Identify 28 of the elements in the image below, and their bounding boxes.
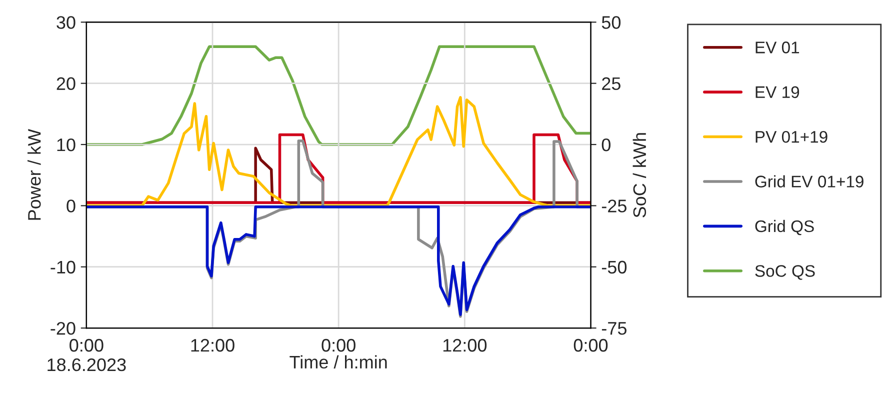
- y2-tick-label: 25: [602, 77, 620, 90]
- x-tick-label: 12:00: [443, 338, 487, 352]
- y2-tick-label: -25: [602, 200, 626, 212]
- y-tick-label: -10: [50, 260, 76, 274]
- legend-label: PV 01+19: [756, 130, 828, 143]
- y-tick-label: 30: [56, 16, 76, 29]
- x-tick-label: 0:00: [322, 338, 356, 352]
- y2-tick-label: 50: [602, 16, 621, 29]
- y2-axis-title: SoC / kWh: [632, 133, 646, 218]
- x-tick-label: 0:00 18.6.2023: [48, 338, 126, 372]
- legend-label: Grid QS: [755, 220, 814, 236]
- y-tick-label: -20: [50, 322, 76, 335]
- legend-label: SoC QS: [755, 265, 815, 280]
- y-axis-title: Power / kW: [28, 129, 41, 220]
- y2-tick-label: -75: [602, 322, 626, 335]
- y-tick-label: 0: [66, 200, 76, 212]
- line-series: [86, 45, 591, 146]
- x-tick-label: 12:00: [191, 338, 234, 352]
- x-tick-label: 0:00: [574, 338, 608, 352]
- legend-label: EV 01: [756, 42, 800, 54]
- y2-tick-label: -50: [602, 260, 627, 274]
- line-series: [86, 206, 591, 316]
- legend-label: Grid EV 01+19: [755, 175, 864, 188]
- y2-tick-label: 0: [602, 138, 610, 152]
- x-axis-title: Time / h:min: [290, 355, 387, 369]
- y-tick-label: 20: [56, 77, 76, 90]
- legend-label: EV 19: [756, 86, 800, 98]
- y-tick-label: 10: [57, 138, 76, 152]
